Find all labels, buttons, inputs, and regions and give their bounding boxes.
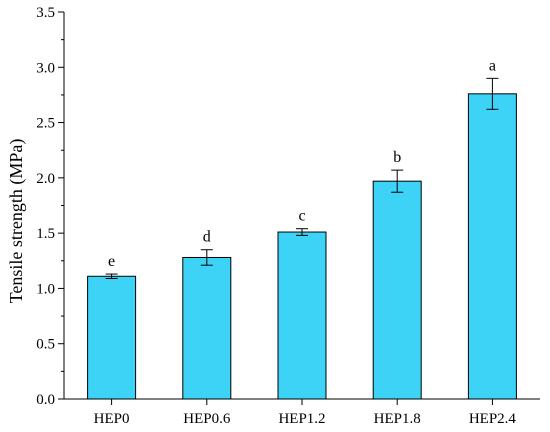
x-tick-label: HEP1.8 bbox=[374, 411, 421, 427]
x-tick-label: HEP0.6 bbox=[183, 411, 231, 427]
y-tick-label: 1.5 bbox=[36, 226, 55, 242]
y-tick-label: 3.5 bbox=[36, 5, 55, 21]
significance-letter: c bbox=[298, 208, 305, 225]
significance-letter: d bbox=[203, 229, 211, 246]
bar-hep0-6 bbox=[182, 256, 232, 400]
x-tick-label: HEP1.2 bbox=[278, 411, 325, 427]
y-tick-label: 0.5 bbox=[36, 337, 55, 353]
x-tick-label: HEP0 bbox=[94, 411, 130, 427]
significance-letter: a bbox=[489, 57, 496, 74]
y-tick-label: 3.0 bbox=[36, 60, 55, 76]
bar-hep1-2 bbox=[277, 231, 327, 400]
x-tick-label: HEP2.4 bbox=[469, 411, 517, 427]
x-axis: HEP0 HEP0.6 HEP1.2 HEP1.8 HEP2.4 bbox=[64, 398, 540, 427]
bar-hep1-8 bbox=[372, 180, 422, 400]
y-axis: 0.0 0.5 1.0 1.5 2.0 2.5 3.0 3.5 bbox=[36, 5, 65, 408]
y-axis-label: Tensile strength (MPa) bbox=[6, 139, 27, 304]
bars: e d c b a bbox=[87, 57, 517, 400]
y-tick-label: 0.0 bbox=[36, 392, 55, 408]
y-tick-label: 1.0 bbox=[36, 281, 55, 297]
significance-letter: e bbox=[108, 253, 115, 270]
bar-hep0 bbox=[87, 275, 137, 400]
bar-hep2-4 bbox=[467, 93, 517, 400]
y-tick-label: 2.5 bbox=[36, 116, 55, 132]
significance-letter: b bbox=[393, 149, 401, 166]
y-tick-label: 2.0 bbox=[36, 171, 55, 187]
